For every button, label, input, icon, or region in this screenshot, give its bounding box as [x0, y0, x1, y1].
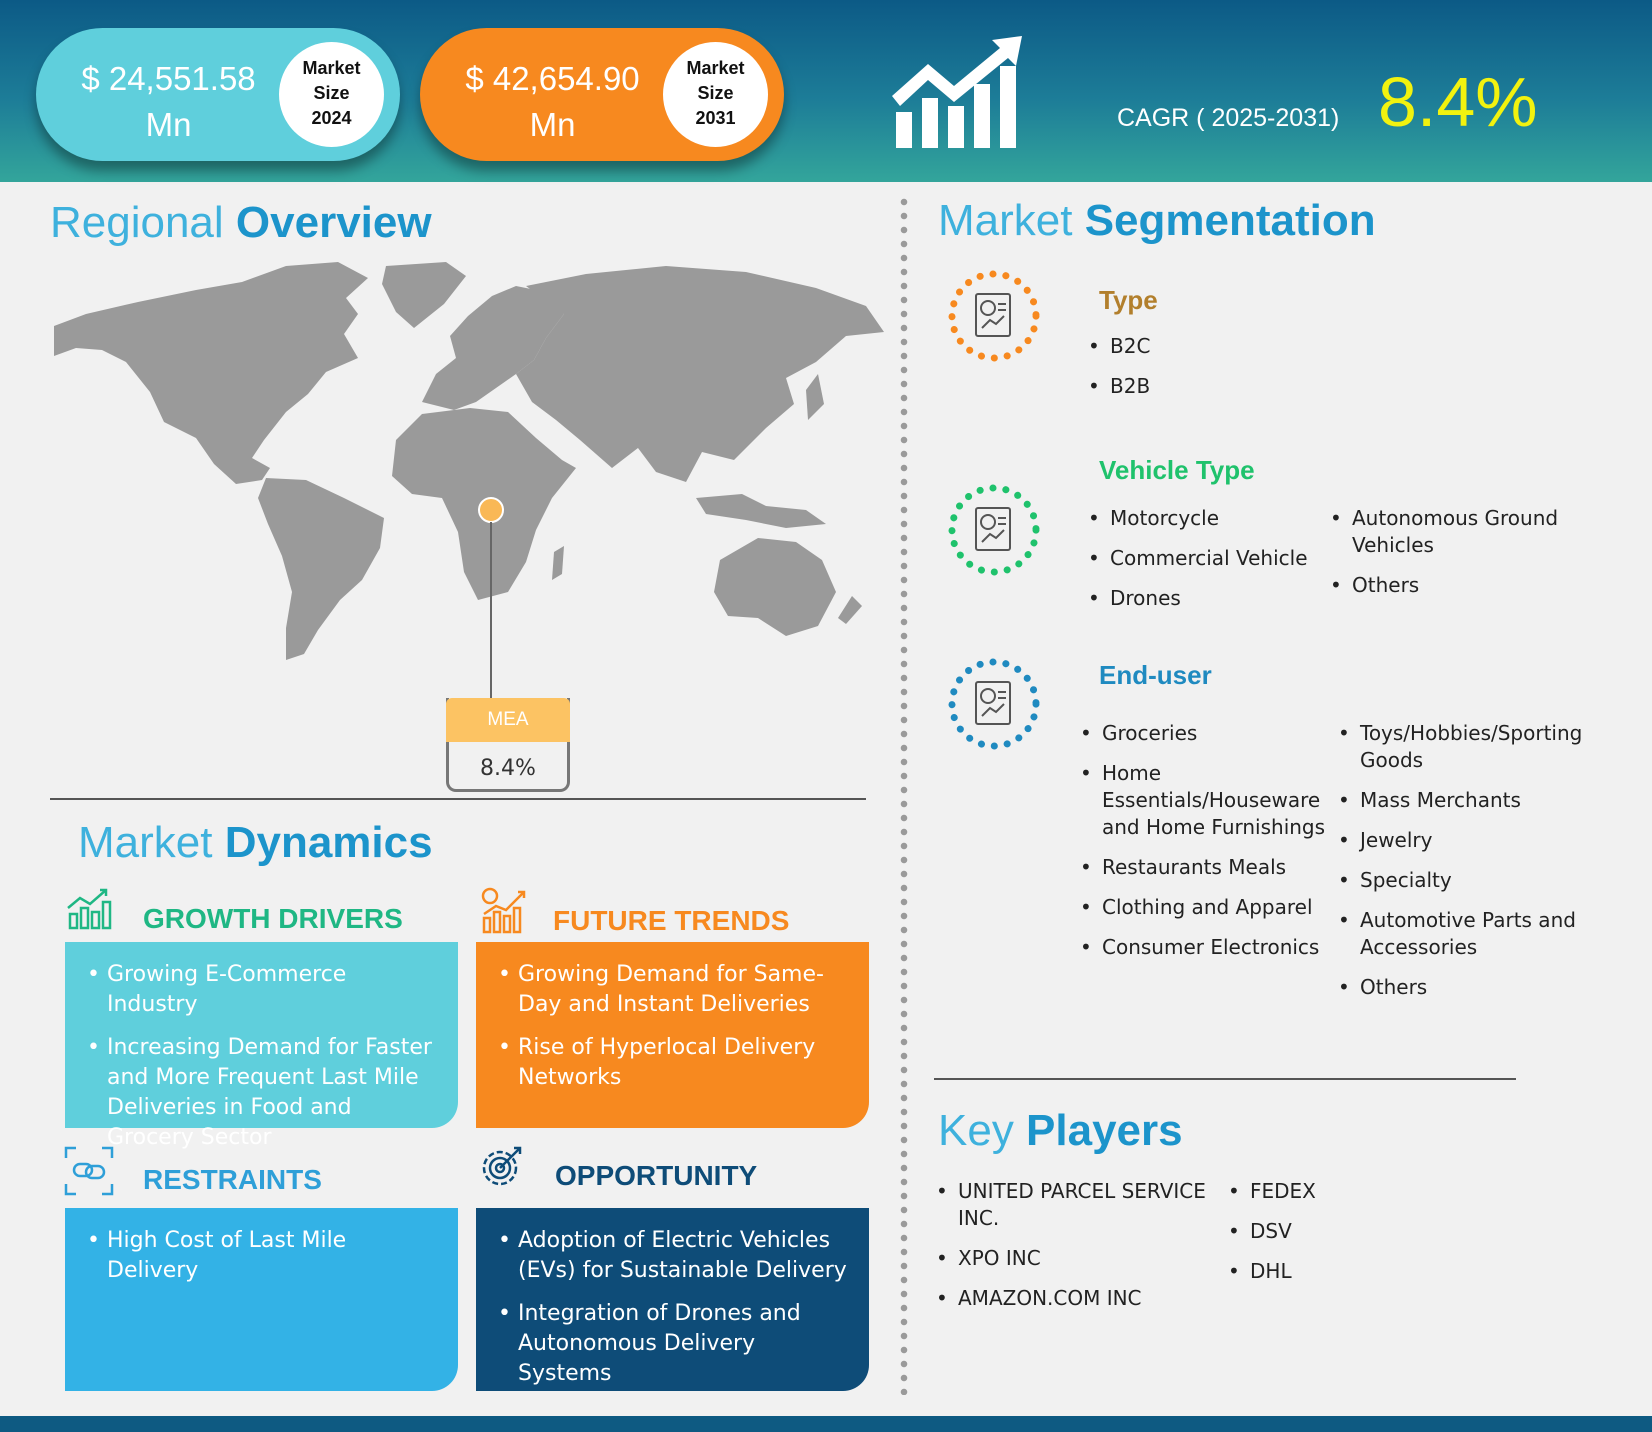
market-size-2031-badge: Market Size 2031: [663, 42, 768, 147]
future-trends-card: Growing Demand for Same-Day and Instant …: [476, 942, 869, 1128]
future-trends-icon: [481, 887, 526, 934]
end-user-segment-icon: [948, 658, 1040, 750]
list-item: UNITED PARCEL SERVICE INC.: [930, 1178, 1220, 1232]
opportunity-title: OPPORTUNITY: [555, 1160, 758, 1191]
market-segmentation-title: Market Segmentation: [938, 196, 1376, 245]
list-item: Autonomous Ground Vehicles: [1324, 505, 1584, 559]
key-players-title: Key Players: [938, 1106, 1183, 1155]
end-user-segment-title: End-user: [1099, 660, 1212, 690]
mea-callout: MEA 8.4%: [446, 698, 570, 792]
cagr-value: 8.4%: [1378, 63, 1538, 141]
list-item: Mass Merchants: [1332, 787, 1604, 814]
list-item: XPO INC: [930, 1245, 1220, 1272]
vertical-dotted-divider: [900, 195, 908, 1395]
list-item: Home Essentials/Houseware and Home Furni…: [1074, 760, 1336, 841]
list-item: Commercial Vehicle: [1082, 545, 1322, 572]
restraints-card: High Cost of Last Mile Delivery: [65, 1208, 458, 1391]
segmentation-divider: [934, 1078, 1516, 1080]
cagr-label: CAGR ( 2025-2031): [1117, 104, 1340, 132]
market-size-2024-pill: $ 24,551.58 Mn Market Size 2024: [36, 28, 400, 161]
list-item: DHL: [1222, 1258, 1422, 1285]
list-item: B2B: [1082, 373, 1282, 400]
restraints-title: RESTRAINTS: [143, 1164, 322, 1195]
list-item: Motorcycle: [1082, 505, 1322, 532]
list-item: AMAZON.COM INC: [930, 1285, 1220, 1312]
vehicle-type-list-col2: Autonomous Ground Vehicles Others: [1324, 505, 1584, 612]
end-user-list-col2: Toys/Hobbies/Sporting Goods Mass Merchan…: [1332, 720, 1604, 1014]
mea-cagr-value: 8.4%: [480, 756, 536, 781]
list-item: FEDEX: [1222, 1178, 1422, 1205]
list-item: Drones: [1082, 585, 1322, 612]
world-map: [54, 262, 884, 660]
regional-overview-title: Regional Overview: [50, 198, 432, 247]
list-item: Consumer Electronics: [1074, 934, 1336, 961]
vehicle-type-segment-title: Vehicle Type: [1099, 455, 1255, 485]
opportunity-icon: [482, 1146, 522, 1186]
market-dynamics-title: Market Dynamics: [78, 818, 433, 867]
list-item: Toys/Hobbies/Sporting Goods: [1332, 720, 1604, 774]
footer-bar: [0, 1416, 1652, 1432]
opportunity-card: Adoption of Electric Vehicles (EVs) for …: [476, 1208, 869, 1391]
market-size-2031-pill: $ 42,654.90 Mn Market Size 2031: [420, 28, 784, 161]
growth-drivers-card: Growing E-Commerce Industry Increasing D…: [65, 942, 458, 1150]
key-players-list-col1: UNITED PARCEL SERVICE INC. XPO INC AMAZO…: [930, 1178, 1220, 1325]
key-players-list-col2: FEDEX DSV DHL: [1222, 1178, 1422, 1298]
list-item: High Cost of Last Mile Delivery: [85, 1226, 438, 1286]
list-item: Adoption of Electric Vehicles (EVs) for …: [496, 1226, 849, 1286]
end-user-list-col1: Groceries Home Essentials/Houseware and …: [1074, 720, 1336, 974]
type-segment-icon: [948, 270, 1040, 362]
list-item: Others: [1332, 974, 1604, 1001]
growth-drivers-icon: [67, 888, 112, 930]
list-item: Rise of Hyperlocal Delivery Networks: [496, 1033, 849, 1093]
list-item: Increasing Demand for Faster and More Fr…: [85, 1033, 438, 1153]
mea-region-label: MEA: [446, 698, 570, 742]
market-size-2031-value: $ 42,654.90 Mn: [465, 60, 640, 143]
list-item: Automotive Parts and Accessories: [1332, 907, 1604, 961]
type-segment-list: B2C B2B: [1082, 333, 1282, 413]
list-item: Integration of Drones and Autonomous Del…: [496, 1299, 849, 1389]
mea-marker: [478, 497, 504, 523]
vehicle-type-segment-icon: [948, 484, 1040, 576]
growth-drivers-title: GROWTH DRIVERS: [143, 903, 403, 934]
restraints-icon: [64, 1146, 114, 1196]
list-item: Jewelry: [1332, 827, 1604, 854]
future-trends-title: FUTURE TRENDS: [553, 905, 790, 936]
list-item: Growing E-Commerce Industry: [85, 960, 438, 1020]
list-item: Groceries: [1074, 720, 1336, 747]
list-item: Specialty: [1332, 867, 1604, 894]
list-item: Others: [1324, 572, 1584, 599]
list-item: Clothing and Apparel: [1074, 894, 1336, 921]
regional-divider: [50, 798, 866, 800]
market-size-2024-value: $ 24,551.58 Mn: [81, 60, 256, 143]
list-item: Restaurants Meals: [1074, 854, 1336, 881]
market-size-2024-badge: Market Size 2024: [279, 42, 384, 147]
type-segment-title: Type: [1099, 285, 1158, 315]
mea-connector-line: [490, 522, 492, 700]
list-item: B2C: [1082, 333, 1282, 360]
growth-chart-icon: [892, 36, 1022, 148]
list-item: Growing Demand for Same-Day and Instant …: [496, 960, 849, 1020]
vehicle-type-list-col1: Motorcycle Commercial Vehicle Drones: [1082, 505, 1322, 625]
list-item: DSV: [1222, 1218, 1422, 1245]
header-banner: $ 24,551.58 Mn Market Size 2024 $ 42,654.90…: [0, 0, 1652, 182]
